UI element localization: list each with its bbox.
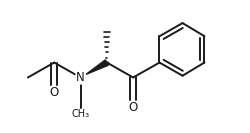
Text: N: N	[76, 71, 84, 84]
Text: O: O	[50, 86, 58, 99]
Polygon shape	[86, 60, 108, 74]
Text: CH₃: CH₃	[71, 109, 89, 119]
Text: O: O	[128, 101, 137, 114]
